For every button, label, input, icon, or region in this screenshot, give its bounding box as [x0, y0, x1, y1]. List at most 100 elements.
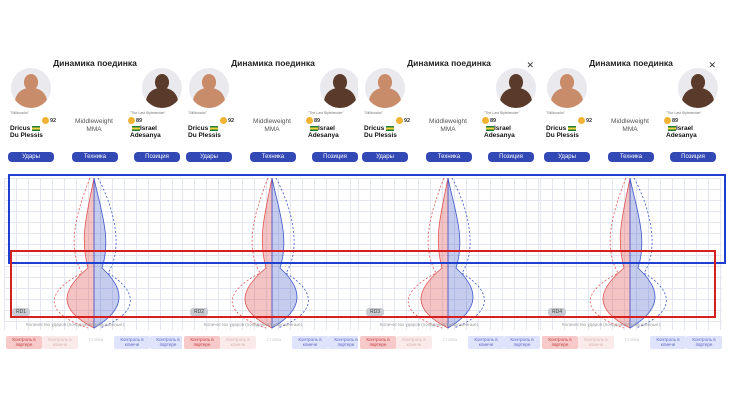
legend-ground-control-left[interactable]: Контроль в партере — [542, 336, 578, 349]
rating-value: 92 — [586, 117, 593, 124]
legend-ground-control-right[interactable]: Контроль в партере — [504, 336, 540, 349]
round-badge[interactable]: RD3 — [366, 308, 385, 316]
fighter-right-avatar — [678, 68, 718, 108]
fight-dynamics-panel-3: Динамика поединка ✕ "Stillknocks" "The Last… — [358, 38, 540, 408]
legend-clinch-control-right[interactable]: Контроль в клинче — [292, 336, 328, 349]
fighter-right-rating: 89 — [128, 117, 142, 124]
round-dynamics-chart — [182, 178, 364, 330]
round-dynamics-chart — [540, 178, 722, 330]
flag-icon — [310, 125, 318, 131]
right-fighter-thrown-line — [97, 178, 131, 329]
left-fighter-thrown-line — [231, 178, 269, 329]
tab-technique[interactable]: Техника — [250, 152, 296, 162]
rating-value: 89 — [490, 117, 497, 124]
rating-value: 89 — [672, 117, 679, 124]
last-name: Du Plessis — [10, 132, 43, 139]
fighter-right-rating: 89 — [306, 117, 320, 124]
legend-standing[interactable]: Стойка — [256, 336, 292, 349]
fighter-left-rating: 92 — [220, 117, 234, 124]
weight-class-label: Middleweight — [253, 118, 291, 125]
tab-position[interactable]: Позиция — [670, 152, 716, 162]
legend-ground-control-right[interactable]: Контроль в партере — [328, 336, 364, 349]
fighter-left-name: Dricus Du Plessis — [10, 125, 43, 139]
tab-technique[interactable]: Техника — [608, 152, 654, 162]
rating-coin-icon — [396, 117, 403, 124]
tab-bar: Удары Техника Позиция — [358, 152, 540, 163]
fighter-right-name: Israel Adesanya — [130, 125, 161, 139]
legend-ground-control-right[interactable]: Контроль в партере — [150, 336, 186, 349]
fighter-right-name: Israel Adesanya — [484, 125, 515, 139]
tab-bar: Удары Техника Позиция — [182, 152, 364, 163]
right-fighter-area — [271, 178, 298, 329]
tab-bar: Удары Техника Позиция — [540, 152, 722, 163]
tab-technique[interactable]: Техника — [426, 152, 472, 162]
fighter-right-avatar — [142, 68, 182, 108]
legend-clinch-control-right[interactable]: Контроль в клинче — [468, 336, 504, 349]
rating-value: 89 — [136, 117, 143, 124]
round-dynamics-chart — [358, 178, 540, 330]
tab-strikes[interactable]: Удары — [186, 152, 232, 162]
first-name: Dricus — [546, 125, 567, 132]
legend-ground-control-left[interactable]: Контроль в партере — [184, 336, 220, 349]
round-badge[interactable]: RD1 — [12, 308, 31, 316]
close-icon[interactable]: ✕ — [526, 60, 534, 70]
chart-curves — [53, 178, 131, 329]
legend: Контроль в партере Контроль в клинче Стойк… — [184, 336, 364, 350]
tab-strikes[interactable]: Удары — [8, 152, 54, 162]
legend-clinch-control-left[interactable]: Контроль в клинче — [578, 336, 614, 349]
legend-clinch-control-left[interactable]: Контроль в клинче — [42, 336, 78, 349]
fighter-left-rating: 92 — [578, 117, 592, 124]
fight-dynamics-panel-2: Динамика поединка "Stillknocks" "The Last … — [182, 38, 364, 408]
legend-ground-control-right[interactable]: Контроль в партере — [686, 336, 722, 349]
first-name: Israel — [140, 125, 157, 132]
legend-clinch-control-left[interactable]: Контроль в клинче — [396, 336, 432, 349]
fighter-left-avatar — [11, 68, 51, 108]
legend-clinch-control-right[interactable]: Контроль в клинче — [114, 336, 150, 349]
tab-strikes[interactable]: Удары — [544, 152, 590, 162]
panel-title: Динамика поединка — [407, 58, 491, 68]
weight-class-label: Middleweight — [611, 118, 649, 125]
fighter-left-avatar — [189, 68, 229, 108]
legend-standing[interactable]: Стойка — [432, 336, 468, 349]
tab-strikes[interactable]: Удары — [362, 152, 408, 162]
left-fighter-area — [602, 178, 631, 329]
first-name: Dricus — [364, 125, 385, 132]
panel-title: Динамика поединка — [53, 58, 137, 68]
legend-standing[interactable]: Стойка — [614, 336, 650, 349]
fight-dynamics-panel-4: Динамика поединка ✕ "Stillknocks" "The Last… — [540, 38, 722, 408]
weight-class: Middleweight MMA — [418, 118, 478, 134]
legend-clinch-control-left[interactable]: Контроль в клинче — [220, 336, 256, 349]
first-name: Israel — [318, 125, 335, 132]
right-fighter-thrown-line — [275, 178, 309, 329]
last-name: Adesanya — [308, 132, 339, 139]
legend-clinch-control-right[interactable]: Контроль в клинче — [650, 336, 686, 349]
x-axis-label: Количество ударов (попадания/выброшенные… — [26, 322, 125, 327]
sport-label: MMA — [86, 126, 102, 133]
legend-ground-control-left[interactable]: Контроль в партере — [360, 336, 396, 349]
legend-ground-control-left[interactable]: Контроль в партере — [6, 336, 42, 349]
tab-technique[interactable]: Техника — [72, 152, 118, 162]
rating-coin-icon — [128, 117, 135, 124]
round-badge[interactable]: RD4 — [548, 308, 567, 316]
right-fighter-thrown-line — [633, 178, 667, 329]
legend-standing[interactable]: Стойка — [78, 336, 114, 349]
left-fighter-area — [420, 178, 449, 329]
first-name: Israel — [676, 125, 693, 132]
tab-position[interactable]: Позиция — [312, 152, 358, 162]
sport-label: MMA — [622, 126, 638, 133]
rating-coin-icon — [578, 117, 585, 124]
weight-class: Middleweight MMA — [242, 118, 302, 134]
fighter-right-avatar — [496, 68, 536, 108]
fighter-left-nickname: "Stillknocks" — [10, 111, 30, 115]
tab-position[interactable]: Позиция — [488, 152, 534, 162]
fighter-right-rating: 89 — [482, 117, 496, 124]
legend: Контроль в партере Контроль в клинче Стойк… — [6, 336, 186, 350]
round-badge[interactable]: RD2 — [190, 308, 209, 316]
weight-class: Middleweight MMA — [600, 118, 660, 134]
right-fighter-thrown-line — [451, 178, 485, 329]
fighter-right-avatar — [320, 68, 360, 108]
close-icon[interactable]: ✕ — [708, 60, 716, 70]
rating-coin-icon — [482, 117, 489, 124]
fighter-left-nickname: "Stillknocks" — [364, 111, 384, 115]
tab-position[interactable]: Позиция — [134, 152, 180, 162]
